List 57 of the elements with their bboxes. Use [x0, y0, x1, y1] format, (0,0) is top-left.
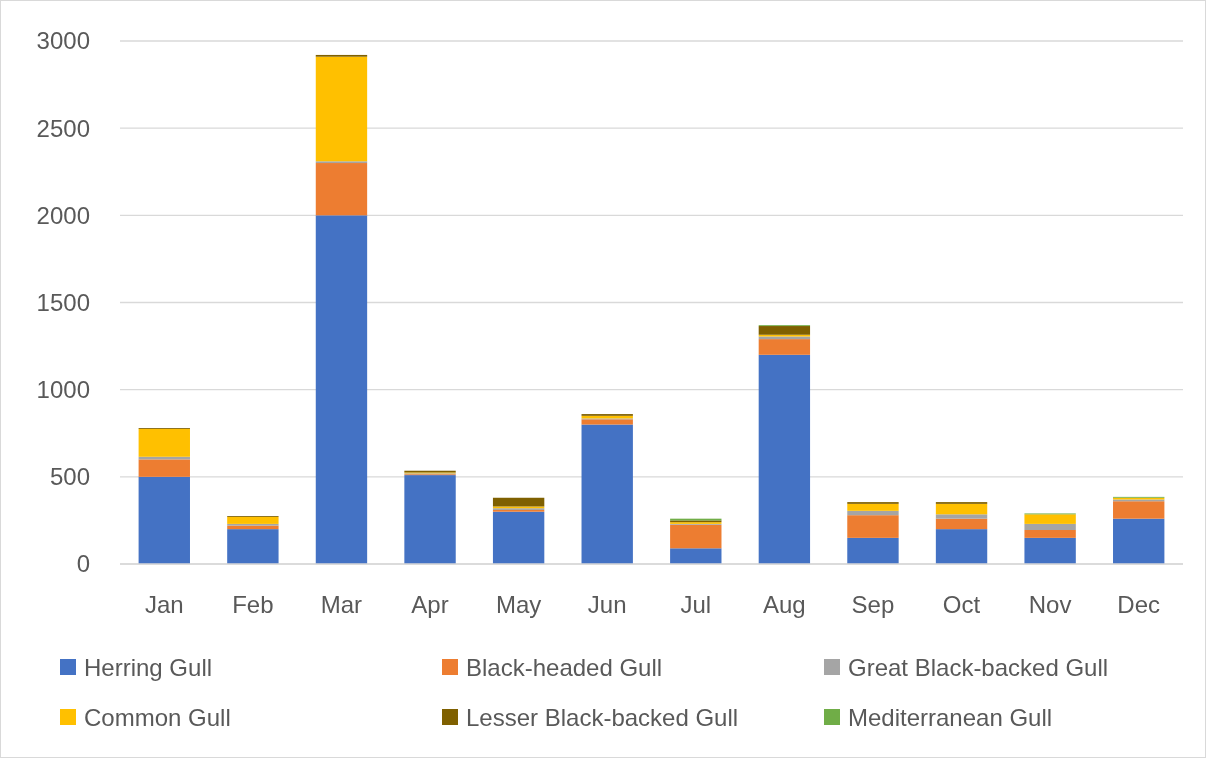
- bar: [138, 459, 190, 477]
- bar: [847, 515, 899, 538]
- x-tick-label: Sep: [851, 591, 895, 618]
- bar: [935, 503, 988, 515]
- x-tick-label: May: [495, 591, 542, 618]
- legend-label: Mediterranean Gull: [848, 704, 1053, 732]
- bar: [492, 497, 545, 507]
- bar: [847, 503, 899, 511]
- x-tick-label: Dec: [1117, 591, 1161, 618]
- bar: [581, 424, 633, 564]
- legend-label: Black-headed Gull: [466, 654, 663, 682]
- bar: [758, 354, 811, 564]
- bar: [670, 548, 722, 564]
- x-tick-label: Apr: [411, 591, 449, 618]
- y-tick-label: 2000: [36, 201, 90, 229]
- legend-label: Common Gull: [84, 704, 231, 732]
- bar: [1113, 518, 1165, 564]
- bar: [581, 419, 633, 425]
- legend-label: Lesser Black-backed Gull: [466, 704, 739, 732]
- bar: [138, 476, 190, 564]
- x-tick-label: Jul: [680, 591, 712, 618]
- x-tick-label: Aug: [763, 591, 806, 618]
- bar: [138, 428, 190, 457]
- legend-label: Herring Gull: [84, 654, 213, 682]
- y-tick-label: 3000: [36, 27, 90, 55]
- bar: [492, 511, 545, 564]
- bar: [404, 475, 456, 564]
- bar: [847, 510, 899, 516]
- y-tick-label: 1000: [36, 376, 90, 404]
- bar: [1113, 501, 1165, 519]
- bar: [315, 215, 368, 564]
- x-tick-label: Jun: [587, 591, 627, 618]
- bar: [227, 529, 279, 564]
- bar: [1024, 514, 1076, 524]
- y-tick-label: 1500: [36, 288, 90, 316]
- x-tick-label: Oct: [942, 591, 981, 618]
- x-tick-label: Mar: [320, 591, 363, 618]
- bar: [1024, 523, 1076, 530]
- bar: [227, 516, 279, 524]
- bar: [315, 56, 368, 162]
- y-tick-label: 500: [49, 463, 90, 491]
- x-tick-label: Nov: [1028, 591, 1072, 618]
- y-tick-label: 2500: [36, 114, 90, 142]
- bar: [1024, 530, 1076, 538]
- bar: [670, 524, 722, 549]
- bar: [315, 163, 368, 216]
- bar: [1024, 537, 1076, 564]
- bar: [758, 339, 811, 355]
- bar: [935, 529, 988, 564]
- y-tick-label: 0: [76, 550, 90, 578]
- bar: [935, 514, 988, 519]
- x-tick-label: Jan: [144, 591, 184, 618]
- bar: [935, 518, 988, 530]
- bar: [758, 326, 811, 335]
- bar: [847, 537, 899, 564]
- x-tick-label: Feb: [232, 591, 274, 618]
- legend-label: Great Black-backed Gull: [848, 654, 1109, 682]
